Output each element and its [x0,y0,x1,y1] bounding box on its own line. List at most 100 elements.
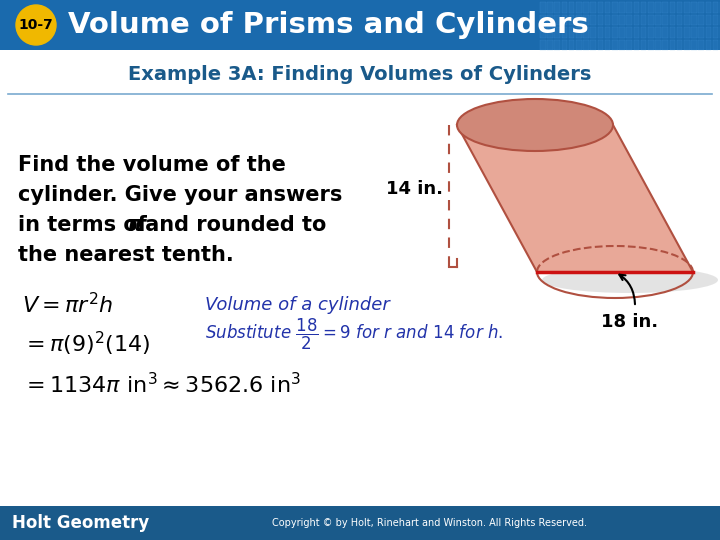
FancyBboxPatch shape [698,15,704,25]
FancyBboxPatch shape [698,2,704,12]
FancyBboxPatch shape [684,15,690,25]
FancyBboxPatch shape [641,27,647,37]
FancyBboxPatch shape [562,15,567,25]
FancyBboxPatch shape [540,2,546,12]
FancyBboxPatch shape [634,39,639,50]
FancyBboxPatch shape [590,15,596,25]
FancyBboxPatch shape [655,27,661,37]
FancyBboxPatch shape [576,15,582,25]
Text: Copyright © by Holt, Rinehart and Winston. All Rights Reserved.: Copyright © by Holt, Rinehart and Winsto… [272,518,588,528]
FancyBboxPatch shape [691,39,697,50]
FancyBboxPatch shape [612,27,618,37]
FancyBboxPatch shape [554,2,560,12]
FancyBboxPatch shape [583,39,589,50]
Text: π: π [126,215,143,235]
FancyBboxPatch shape [691,15,697,25]
FancyBboxPatch shape [547,2,553,12]
FancyBboxPatch shape [641,15,647,25]
FancyBboxPatch shape [698,39,704,50]
FancyBboxPatch shape [626,27,632,37]
FancyBboxPatch shape [619,39,625,50]
FancyBboxPatch shape [612,15,618,25]
FancyBboxPatch shape [634,27,639,37]
FancyBboxPatch shape [569,39,575,50]
FancyBboxPatch shape [576,27,582,37]
FancyBboxPatch shape [670,2,675,12]
FancyBboxPatch shape [684,2,690,12]
FancyBboxPatch shape [655,39,661,50]
FancyBboxPatch shape [569,15,575,25]
FancyBboxPatch shape [619,27,625,37]
FancyBboxPatch shape [655,2,661,12]
FancyBboxPatch shape [662,27,668,37]
FancyBboxPatch shape [540,27,546,37]
FancyBboxPatch shape [706,27,711,37]
FancyBboxPatch shape [547,39,553,50]
FancyBboxPatch shape [691,2,697,12]
FancyBboxPatch shape [670,15,675,25]
FancyBboxPatch shape [713,15,719,25]
Text: Holt Geometry: Holt Geometry [12,514,149,532]
FancyBboxPatch shape [562,2,567,12]
Text: Find the volume of the: Find the volume of the [18,155,286,175]
FancyBboxPatch shape [713,39,719,50]
Text: Volume of Prisms and Cylinders: Volume of Prisms and Cylinders [68,11,589,39]
FancyBboxPatch shape [598,2,603,12]
FancyBboxPatch shape [540,15,546,25]
FancyBboxPatch shape [662,2,668,12]
Text: the nearest tenth.: the nearest tenth. [18,245,234,265]
FancyBboxPatch shape [598,15,603,25]
Text: 14 in.: 14 in. [386,179,443,198]
FancyBboxPatch shape [605,39,611,50]
Text: in terms of: in terms of [18,215,154,235]
FancyBboxPatch shape [605,27,611,37]
FancyBboxPatch shape [634,15,639,25]
FancyBboxPatch shape [706,39,711,50]
FancyBboxPatch shape [684,27,690,37]
Text: $Substitute\ \dfrac{18}{2} = 9\ for\ r\ and\ 14\ for\ h.$: $Substitute\ \dfrac{18}{2} = 9\ for\ r\ … [205,316,503,352]
FancyBboxPatch shape [619,2,625,12]
Text: 10-7: 10-7 [19,18,53,32]
FancyBboxPatch shape [590,27,596,37]
FancyBboxPatch shape [677,27,683,37]
FancyBboxPatch shape [684,39,690,50]
FancyBboxPatch shape [554,15,560,25]
FancyBboxPatch shape [641,2,647,12]
Polygon shape [457,125,693,272]
FancyBboxPatch shape [598,39,603,50]
FancyBboxPatch shape [626,39,632,50]
FancyBboxPatch shape [576,39,582,50]
FancyBboxPatch shape [562,39,567,50]
FancyBboxPatch shape [554,39,560,50]
Text: cylinder. Give your answers: cylinder. Give your answers [18,185,343,205]
FancyBboxPatch shape [583,15,589,25]
FancyBboxPatch shape [706,15,711,25]
FancyBboxPatch shape [648,15,654,25]
Text: $V = \pi r^2h$: $V = \pi r^2h$ [22,292,113,318]
Circle shape [16,5,56,45]
Ellipse shape [542,267,718,293]
FancyBboxPatch shape [576,2,582,12]
Text: $= 1134\pi\ \mathrm{in}^3 \approx 3562.6\ \mathrm{in}^3$: $= 1134\pi\ \mathrm{in}^3 \approx 3562.6… [22,373,301,397]
FancyBboxPatch shape [583,2,589,12]
FancyBboxPatch shape [0,506,720,540]
FancyBboxPatch shape [634,2,639,12]
FancyBboxPatch shape [590,39,596,50]
FancyBboxPatch shape [583,27,589,37]
Text: $= \pi(9)^2(14)$: $= \pi(9)^2(14)$ [22,330,150,358]
FancyBboxPatch shape [662,39,668,50]
Text: Volume of a cylinder: Volume of a cylinder [205,296,390,314]
FancyBboxPatch shape [626,15,632,25]
FancyBboxPatch shape [547,15,553,25]
FancyBboxPatch shape [648,2,654,12]
FancyBboxPatch shape [562,27,567,37]
FancyBboxPatch shape [648,27,654,37]
FancyBboxPatch shape [619,15,625,25]
Ellipse shape [457,99,613,151]
FancyBboxPatch shape [540,39,546,50]
FancyBboxPatch shape [713,27,719,37]
FancyBboxPatch shape [612,39,618,50]
FancyBboxPatch shape [698,27,704,37]
FancyBboxPatch shape [648,39,654,50]
FancyBboxPatch shape [670,27,675,37]
